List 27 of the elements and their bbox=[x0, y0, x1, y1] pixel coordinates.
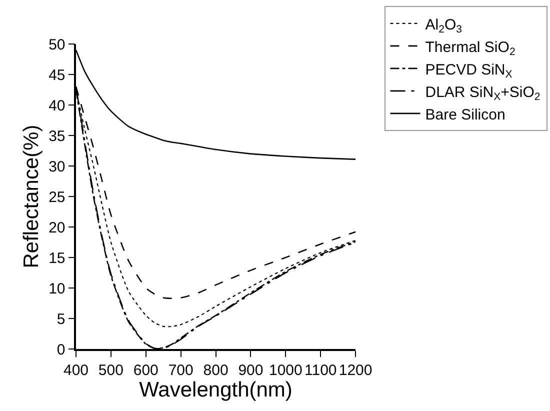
x-tick-label: 400 bbox=[63, 362, 89, 379]
y-tick-label: 5 bbox=[56, 310, 66, 328]
x-tick-label: 700 bbox=[168, 362, 194, 379]
y-tick-label: 10 bbox=[48, 280, 66, 298]
y-tick-label: 0 bbox=[56, 341, 66, 358]
y-tick-label: 50 bbox=[48, 36, 66, 54]
legend-label: PECVD SiN$_{X}$ bbox=[425, 61, 512, 80]
y-tick-label: 30 bbox=[48, 158, 66, 176]
y-tick-label: 40 bbox=[48, 97, 66, 114]
x-tick-label: 500 bbox=[98, 362, 124, 379]
y-tick-label: 35 bbox=[48, 128, 66, 145]
legend-label: Thermal SiO$_{2}$ bbox=[425, 38, 516, 58]
y-tick-label: 20 bbox=[48, 219, 66, 236]
y-tick-label: 25 bbox=[48, 188, 66, 206]
x-tick-label: 1100 bbox=[304, 362, 337, 379]
legend-label: DLAR SiN$_{X}$+SiO$_{2}$ bbox=[425, 84, 540, 103]
x-tick-label: 1200 bbox=[338, 362, 372, 379]
y-tick-label: 45 bbox=[48, 66, 66, 84]
legend-label: Bare Silicon bbox=[425, 106, 506, 124]
y-tick-label: 15 bbox=[48, 250, 66, 267]
x-tick-label: 600 bbox=[133, 362, 158, 379]
y-axis-title: Reflectance(%) bbox=[20, 124, 44, 268]
x-tick-label: 800 bbox=[203, 362, 228, 379]
x-axis-title: Wavelength(nm) bbox=[139, 378, 292, 402]
x-tick-label: 1000 bbox=[268, 362, 302, 379]
x-tick-label: 900 bbox=[238, 362, 264, 379]
legend-label: Al$_{2}$O$_{3}$ bbox=[425, 16, 462, 36]
